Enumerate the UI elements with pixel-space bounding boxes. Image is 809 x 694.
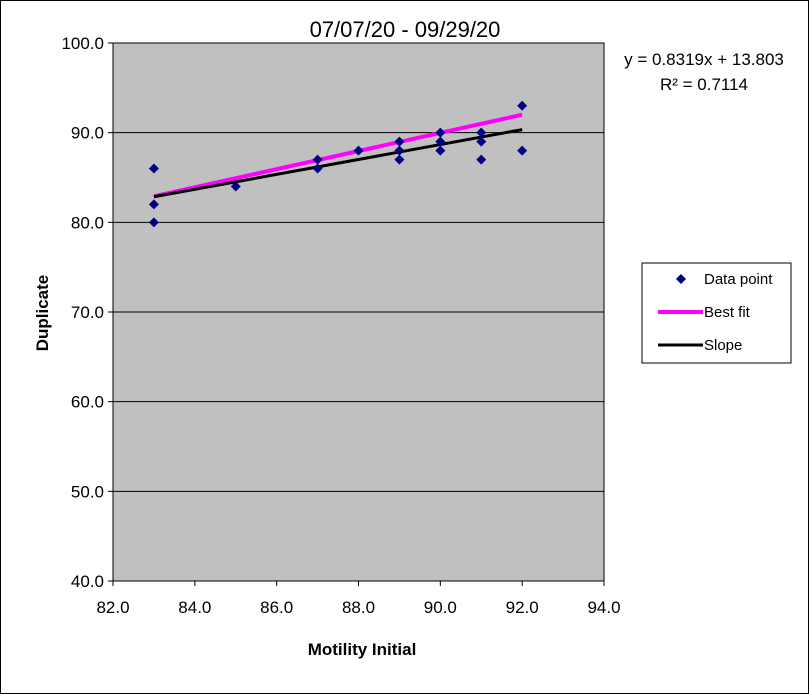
legend-label: Slope bbox=[704, 337, 742, 354]
data-point bbox=[394, 145, 405, 156]
gridlines bbox=[113, 132, 604, 492]
x-tick-label: 90.0 bbox=[424, 598, 457, 617]
data-point bbox=[312, 154, 323, 165]
y-tick-label: 80.0 bbox=[71, 213, 104, 232]
data-point bbox=[435, 136, 446, 147]
y-tick-label: 60.0 bbox=[71, 393, 104, 412]
axes: 40.0 50.0 60.0 70.0 80.0 90.0 100.0 82.0 84.0 86.… bbox=[61, 34, 620, 617]
best-fit-line bbox=[153, 112, 523, 199]
y-tick-label: 90.0 bbox=[71, 124, 104, 143]
data-point bbox=[394, 136, 405, 147]
data-point bbox=[148, 217, 159, 228]
data-point bbox=[435, 127, 446, 138]
y-tick-label: 100.0 bbox=[61, 34, 104, 53]
legend-label: Best fit bbox=[704, 304, 751, 321]
data-point bbox=[230, 181, 241, 192]
legend-label: Data point bbox=[704, 271, 773, 288]
y-tick-label: 50.0 bbox=[71, 482, 104, 501]
x-tick-label: 82.0 bbox=[96, 598, 129, 617]
slope-line bbox=[153, 128, 523, 199]
data-point bbox=[394, 154, 405, 165]
x-axis-title: Motility Initial bbox=[308, 640, 417, 659]
data-point bbox=[476, 154, 487, 165]
data-point bbox=[476, 136, 487, 147]
x-tick-label: 92.0 bbox=[506, 598, 539, 617]
legend: Data point Best fit Slope bbox=[641, 262, 792, 364]
x-tick-label: 88.0 bbox=[342, 598, 375, 617]
data-points bbox=[148, 100, 528, 228]
y-axis-title: Duplicate bbox=[33, 275, 52, 352]
data-point bbox=[517, 145, 528, 156]
data-point bbox=[148, 199, 159, 210]
data-point bbox=[353, 145, 364, 156]
y-tick-label: 70.0 bbox=[71, 303, 104, 322]
x-tick-label: 84.0 bbox=[178, 598, 211, 617]
trendline-equation: y = 0.8319x + 13.803 bbox=[624, 50, 784, 69]
plot-area-group bbox=[112, 42, 605, 582]
data-point bbox=[312, 163, 323, 174]
r-squared-label: R² = 0.7114 bbox=[660, 75, 748, 94]
chart-title: 07/07/20 - 09/29/20 bbox=[310, 17, 501, 42]
data-point bbox=[517, 100, 528, 111]
data-point bbox=[435, 145, 446, 156]
data-point bbox=[148, 163, 159, 174]
y-tick-label: 40.0 bbox=[71, 572, 104, 591]
x-tick-label: 94.0 bbox=[587, 598, 620, 617]
fit-lines bbox=[153, 112, 523, 199]
data-point bbox=[476, 127, 487, 138]
legend-marker bbox=[676, 274, 686, 284]
x-tick-label: 86.0 bbox=[260, 598, 293, 617]
